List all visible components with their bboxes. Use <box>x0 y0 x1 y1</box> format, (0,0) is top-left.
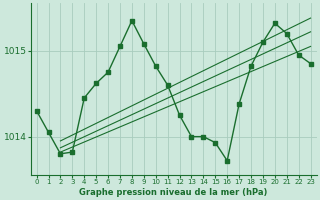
X-axis label: Graphe pression niveau de la mer (hPa): Graphe pression niveau de la mer (hPa) <box>79 188 268 197</box>
